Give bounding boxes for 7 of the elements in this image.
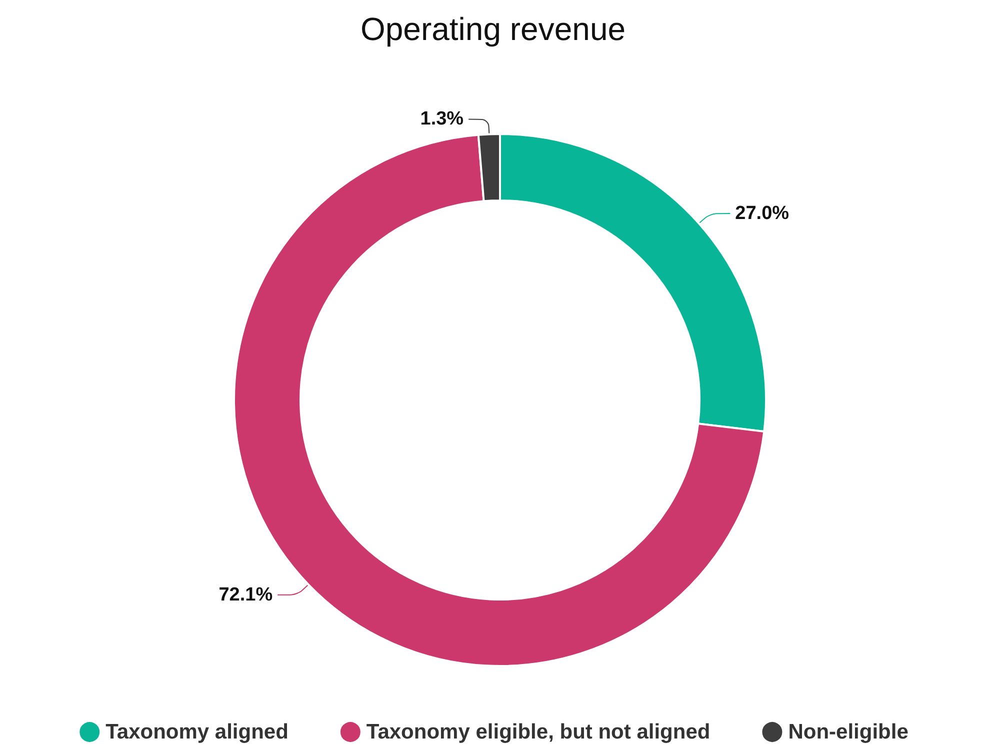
legend-label: Non-eligible bbox=[788, 720, 908, 744]
data-label: 27.0% bbox=[735, 202, 790, 224]
data-label: 1.3% bbox=[420, 108, 464, 130]
chart-title: Operating revenue bbox=[360, 11, 626, 47]
legend-label: Taxonomy eligible, but not aligned bbox=[366, 720, 710, 744]
data-label: 72.1% bbox=[218, 584, 273, 606]
legend-label: Taxonomy aligned bbox=[106, 720, 288, 744]
